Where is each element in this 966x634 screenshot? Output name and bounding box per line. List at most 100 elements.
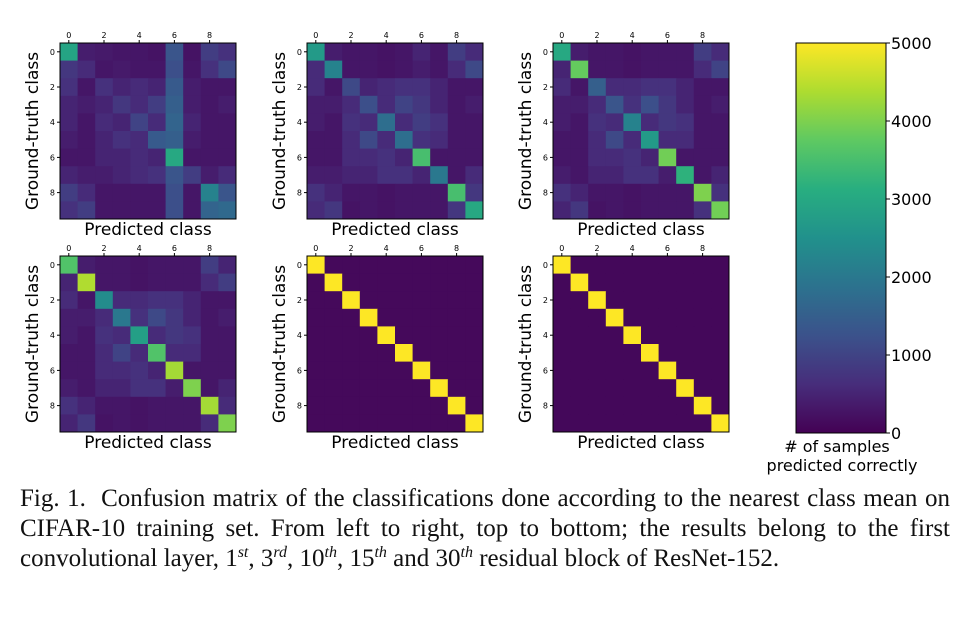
heatmap-cell xyxy=(95,414,114,433)
heatmap-cell xyxy=(130,361,149,380)
heatmap-cell xyxy=(324,201,343,220)
heatmap-cell xyxy=(395,95,413,114)
heatmap-cell xyxy=(200,78,219,97)
heatmap-cell xyxy=(165,396,184,415)
heatmap-cell xyxy=(553,183,571,202)
heatmap-cell xyxy=(183,60,202,79)
heatmap-cell xyxy=(342,308,361,327)
heatmap-cell xyxy=(570,183,589,202)
heatmap-cell xyxy=(342,396,361,415)
heatmap-cell xyxy=(77,131,96,149)
heatmap-cell xyxy=(148,291,166,310)
heatmap-cell xyxy=(412,379,431,398)
heatmap-cell xyxy=(377,344,396,362)
heatmap-cell xyxy=(324,183,343,202)
heatmap-cell xyxy=(307,60,325,79)
heatmap-cell xyxy=(447,256,466,274)
heatmap-cell xyxy=(307,201,325,220)
heatmap-cell xyxy=(130,291,149,310)
heatmap-cell xyxy=(605,414,624,433)
heatmap-cell xyxy=(711,344,730,362)
heatmap-cell xyxy=(95,113,114,132)
heatmap-cell xyxy=(77,95,96,114)
heatmap-cell xyxy=(465,148,484,167)
heatmap-cell xyxy=(183,414,202,433)
heatmap-panel-5: 0 2 4 6 8 0 2 4 6 8 Predicted class Ground-truth cl… xyxy=(270,244,484,453)
heatmap-cell xyxy=(307,78,325,97)
heatmap-cell xyxy=(658,183,677,202)
heatmap-cell xyxy=(588,361,607,380)
y-tick-label: 6 xyxy=(50,153,55,162)
heatmap-cell xyxy=(395,291,413,310)
heatmap-cell xyxy=(324,396,343,415)
heatmap-cell xyxy=(658,379,677,398)
heatmap-cell xyxy=(95,361,114,380)
caption-ordinal-suffix: th xyxy=(324,544,337,561)
heatmap-cell xyxy=(658,326,677,345)
heatmap-cell xyxy=(342,273,361,292)
y-tick-label: 6 xyxy=(543,366,548,375)
heatmap-cell xyxy=(570,256,589,274)
x-tick-label: 6 xyxy=(665,244,670,253)
heatmap-cell xyxy=(676,291,695,310)
heatmap-cell xyxy=(183,113,202,132)
x-tick-label: 6 xyxy=(172,31,177,40)
heatmap-cell xyxy=(412,361,431,380)
heatmap-cell xyxy=(658,308,677,327)
heatmap-cell xyxy=(641,166,659,185)
heatmap-cell xyxy=(307,113,325,132)
heatmap-cell xyxy=(324,256,343,274)
heatmap-cell xyxy=(605,43,624,61)
heatmap-cell xyxy=(588,326,607,345)
heatmap-cell xyxy=(588,78,607,97)
heatmap-cell xyxy=(130,308,149,327)
heatmap-cell xyxy=(165,113,184,132)
heatmap-cell xyxy=(148,201,166,220)
y-tick-label: 4 xyxy=(297,331,302,340)
heatmap-cell xyxy=(412,95,431,114)
heatmap-cell xyxy=(112,183,131,202)
x-tick-label: 0 xyxy=(313,31,318,40)
x-tick-label: 4 xyxy=(630,31,635,40)
heatmap-cell xyxy=(447,379,466,398)
heatmap-cell xyxy=(165,361,184,380)
heatmap-cell xyxy=(377,148,396,167)
heatmap-cell xyxy=(218,308,237,327)
heatmap-cell xyxy=(623,344,642,362)
heatmap-cell xyxy=(130,113,149,132)
heatmap-cell xyxy=(623,361,642,380)
heatmap-cell xyxy=(395,361,413,380)
heatmap-cell xyxy=(148,131,166,149)
heatmap-cell xyxy=(307,43,325,61)
heatmap-cell xyxy=(307,326,325,345)
x-tick-label: 2 xyxy=(101,31,106,40)
heatmap-cell xyxy=(165,95,184,114)
heatmap-cell xyxy=(588,201,607,220)
heatmap-cell xyxy=(711,379,730,398)
heatmap-cell xyxy=(112,414,131,433)
heatmap-cell xyxy=(60,396,78,415)
heatmap-cell xyxy=(447,95,466,114)
heatmap-cell xyxy=(200,326,219,345)
heatmap-cell xyxy=(676,396,695,415)
heatmap-cell xyxy=(588,60,607,79)
heatmap-cell xyxy=(112,131,131,149)
heatmap-cell xyxy=(412,344,431,362)
heatmap-cell xyxy=(77,414,96,433)
heatmap-cell xyxy=(218,291,237,310)
heatmap-cell xyxy=(218,148,237,167)
x-tick-label: 8 xyxy=(700,244,705,253)
heatmap-cell xyxy=(447,43,466,61)
heatmap-cell xyxy=(95,78,114,97)
heatmap-cell xyxy=(623,256,642,274)
heatmap-cell xyxy=(77,326,96,345)
heatmap-cell xyxy=(148,166,166,185)
y-tick-label: 2 xyxy=(50,83,55,92)
heatmap-cell xyxy=(641,95,659,114)
heatmap-cell xyxy=(570,113,589,132)
y-tick-label: 0 xyxy=(543,261,548,270)
heatmap-cell xyxy=(430,148,449,167)
heatmap-cell xyxy=(605,113,624,132)
heatmap-cell xyxy=(324,308,343,327)
heatmap-cell xyxy=(412,166,431,185)
